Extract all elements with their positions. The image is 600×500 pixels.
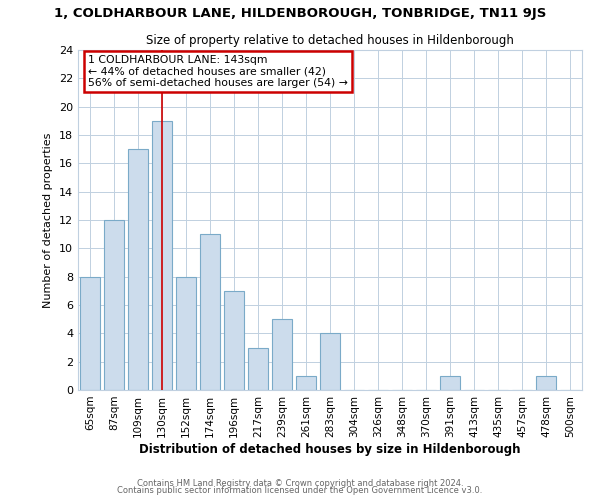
Bar [200, 234, 220, 390]
Text: Contains HM Land Registry data © Crown copyright and database right 2024.: Contains HM Land Registry data © Crown c… [137, 478, 463, 488]
Bar [248, 348, 268, 390]
Bar [80, 276, 100, 390]
Bar [152, 121, 172, 390]
X-axis label: Distribution of detached houses by size in Hildenborough: Distribution of detached houses by size … [139, 442, 521, 456]
Bar [224, 291, 244, 390]
Title: Size of property relative to detached houses in Hildenborough: Size of property relative to detached ho… [146, 34, 514, 48]
Text: 1 COLDHARBOUR LANE: 143sqm
← 44% of detached houses are smaller (42)
56% of semi: 1 COLDHARBOUR LANE: 143sqm ← 44% of deta… [88, 55, 348, 88]
Bar [440, 376, 460, 390]
Bar [128, 149, 148, 390]
Bar [320, 334, 340, 390]
Bar [536, 376, 556, 390]
Text: 1, COLDHARBOUR LANE, HILDENBOROUGH, TONBRIDGE, TN11 9JS: 1, COLDHARBOUR LANE, HILDENBOROUGH, TONB… [54, 8, 546, 20]
Y-axis label: Number of detached properties: Number of detached properties [43, 132, 53, 308]
Bar [296, 376, 316, 390]
Bar [272, 319, 292, 390]
Bar [104, 220, 124, 390]
Text: Contains public sector information licensed under the Open Government Licence v3: Contains public sector information licen… [118, 486, 482, 495]
Bar [176, 276, 196, 390]
